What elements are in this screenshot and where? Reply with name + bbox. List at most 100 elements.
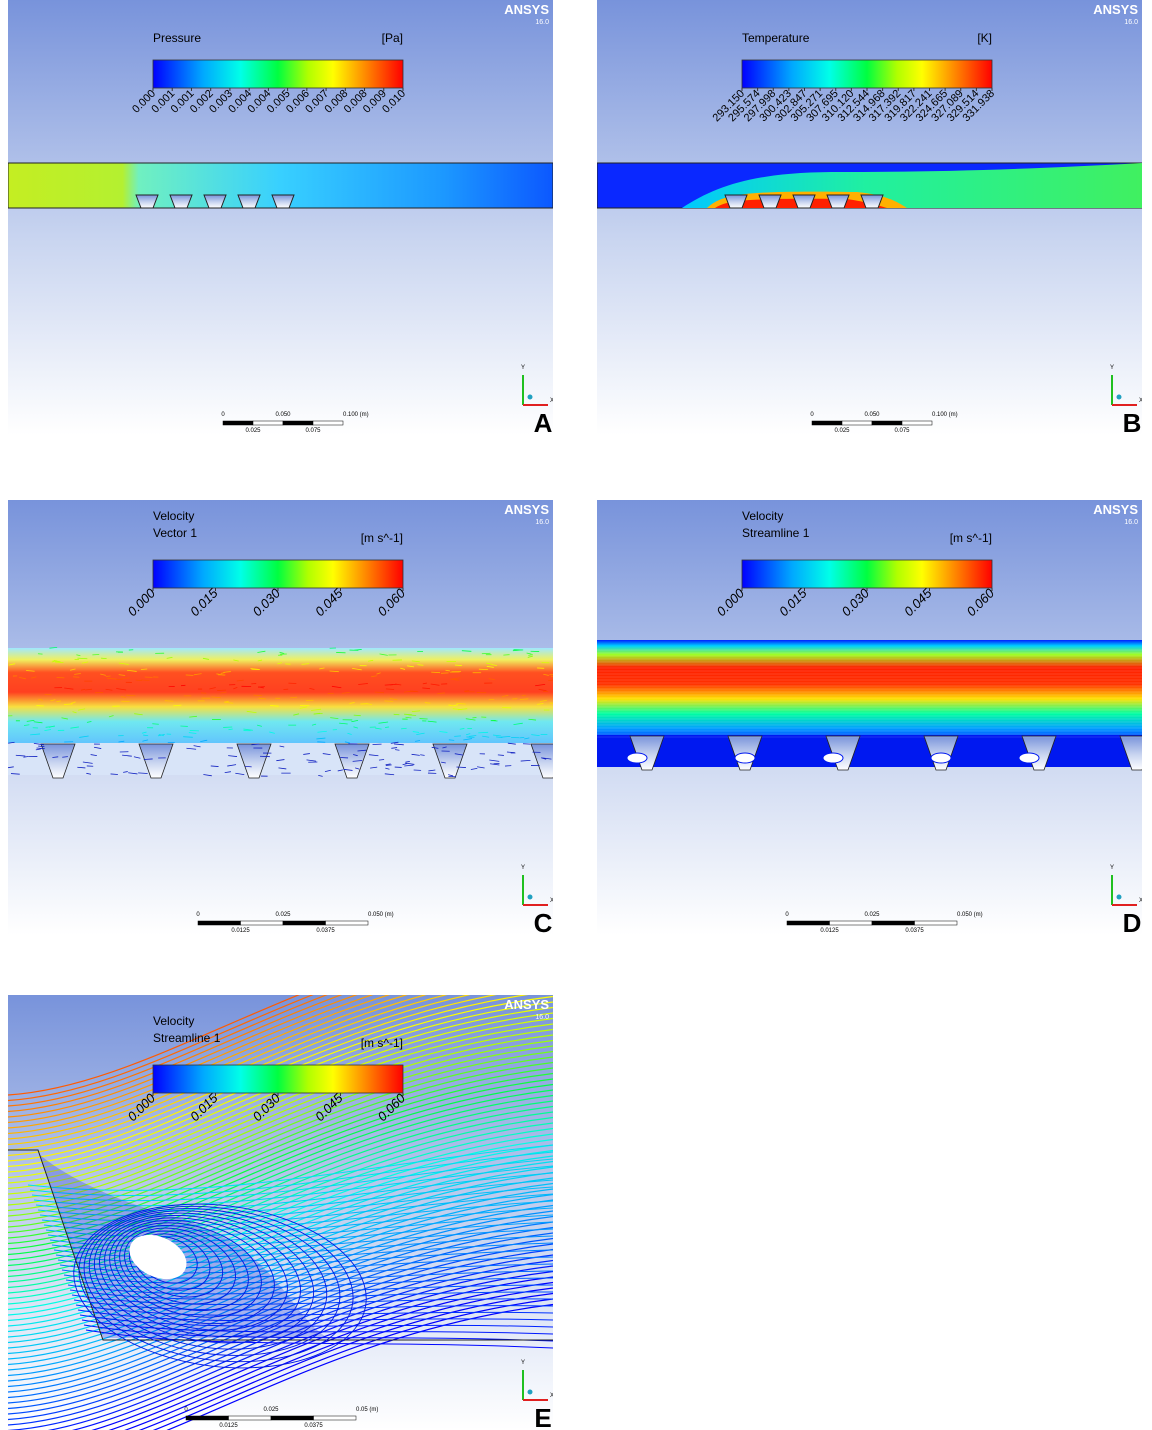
- logo: ANSYS: [504, 997, 549, 1012]
- axis-z: [1117, 895, 1122, 900]
- logo-version: 16.0: [535, 1014, 549, 1021]
- logo-version: 16.0: [535, 519, 549, 526]
- scale-label: 0.075: [305, 428, 321, 434]
- velocity-vector: [498, 755, 504, 756]
- legend-title: Velocity: [153, 509, 194, 523]
- panel-letter: B: [1123, 408, 1142, 435]
- scale-label: 0.100 (m): [932, 412, 958, 418]
- axis-label: Y: [521, 1360, 525, 1366]
- scale-segment: [872, 421, 902, 425]
- velocity-vector: [55, 662, 63, 663]
- scale-label: 0.050: [864, 412, 880, 418]
- scale-segment: [186, 1416, 229, 1420]
- scale-label: 0.050: [275, 412, 291, 418]
- logo: ANSYS: [1093, 502, 1138, 517]
- axis-z: [1117, 395, 1122, 400]
- axis-label: Y: [1110, 365, 1114, 371]
- lower-band: [597, 735, 1142, 767]
- panel-letter: E: [534, 1403, 551, 1430]
- velocity-vector: [449, 740, 454, 741]
- scale-label: 0.025: [834, 428, 850, 434]
- legend-subtitle: Streamline 1: [742, 526, 810, 540]
- scale-label: 0.025: [275, 912, 291, 918]
- logo: ANSYS: [1093, 2, 1138, 17]
- scale-label: 0.025: [864, 912, 880, 918]
- velocity-vector: [165, 701, 174, 702]
- velocity-vector: [152, 724, 159, 725]
- colorbar: [742, 560, 992, 588]
- axis-label: X: [1139, 398, 1142, 404]
- scale-segment: [314, 1416, 357, 1420]
- scale-segment: [229, 1416, 272, 1420]
- scale-segment: [283, 421, 313, 425]
- scale-segment: [812, 421, 842, 425]
- vortex-core: [735, 753, 755, 763]
- velocity-vector: [354, 715, 361, 716]
- axis-label: X: [1139, 898, 1142, 904]
- cfd-panel: VelocityStreamline 1[m s^-1]0.0000.0150.…: [8, 995, 553, 1430]
- scale-label: 0.025: [245, 428, 261, 434]
- velocity-vector: [431, 672, 440, 673]
- scale-label: 0.0125: [219, 1423, 238, 1429]
- scale-label: 0.0375: [905, 928, 924, 934]
- scale-label: 0.0375: [304, 1423, 323, 1429]
- panel-letter: D: [1123, 908, 1142, 935]
- vortex-core: [627, 753, 647, 763]
- axis-label: Y: [521, 865, 525, 871]
- scale-segment: [902, 421, 932, 425]
- colorbar: [153, 60, 403, 88]
- scale-segment: [872, 921, 915, 925]
- cfd-panel: VelocityVector 1[m s^-1]0.0000.0150.0300…: [8, 500, 553, 935]
- scale-label: 0.025: [263, 1407, 279, 1413]
- cfd-panel: Pressure[Pa]0.0000.0010.0010.0020.0030.0…: [8, 0, 553, 435]
- panel-letter: A: [534, 408, 553, 435]
- lower-band: [8, 743, 553, 775]
- legend-unit: [K]: [977, 31, 992, 45]
- logo-version: 16.0: [1124, 519, 1138, 526]
- scale-segment: [842, 421, 872, 425]
- cfd-panel: Temperature[K]293.150295.574297.998300.4…: [597, 0, 1142, 435]
- axis-label: Y: [1110, 865, 1114, 871]
- legend-title: Velocity: [153, 1014, 194, 1028]
- scale-label: 0.050 (m): [957, 912, 983, 918]
- scale-label: 0.0125: [231, 928, 250, 934]
- velocity-vector: [111, 774, 118, 775]
- scale-segment: [787, 921, 830, 925]
- scale-segment: [283, 921, 326, 925]
- velocity-vector: [144, 759, 153, 760]
- vortex-core: [823, 753, 843, 763]
- vortex-core: [1019, 753, 1039, 763]
- scale-segment: [830, 921, 873, 925]
- axis-z: [528, 395, 533, 400]
- scale-label: 0.075: [894, 428, 910, 434]
- velocity-vector: [386, 765, 392, 766]
- legend-unit: [Pa]: [382, 31, 403, 45]
- velocity-vector: [136, 680, 142, 681]
- legend-subtitle: Streamline 1: [153, 1031, 221, 1045]
- scale-segment: [253, 421, 283, 425]
- axis-label: X: [550, 1393, 553, 1399]
- scale-segment: [223, 421, 253, 425]
- legend-title: Velocity: [742, 509, 783, 523]
- scale-label: 0.100 (m): [343, 412, 369, 418]
- axis-z: [528, 895, 533, 900]
- axis-label: X: [550, 398, 553, 404]
- legend-unit: [m s^-1]: [950, 531, 992, 545]
- velocity-vector: [482, 653, 491, 654]
- legend-subtitle: Vector 1: [153, 526, 197, 540]
- axis-label: Y: [521, 365, 525, 371]
- scale-segment: [241, 921, 284, 925]
- scale-segment: [198, 921, 241, 925]
- scale-segment: [313, 421, 343, 425]
- legend-unit: [m s^-1]: [361, 531, 403, 545]
- scale-label: 0.050 (m): [368, 912, 394, 918]
- logo-version: 16.0: [535, 19, 549, 26]
- legend-unit: [m s^-1]: [361, 1036, 403, 1050]
- velocity-vector: [454, 736, 461, 737]
- colorbar: [153, 1065, 403, 1093]
- scale-label: 0.0125: [820, 928, 839, 934]
- axis-label: X: [550, 898, 553, 904]
- scale-segment: [915, 921, 958, 925]
- colorbar: [153, 560, 403, 588]
- scale-segment: [271, 1416, 314, 1420]
